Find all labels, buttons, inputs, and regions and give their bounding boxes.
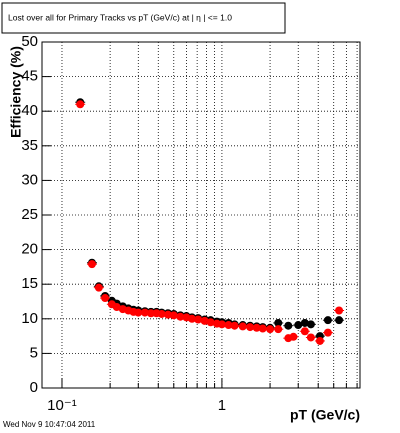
marker bbox=[315, 336, 324, 345]
y-tick-label: 15 bbox=[21, 275, 38, 292]
marker bbox=[230, 321, 239, 330]
y-tick-label: 40 bbox=[21, 102, 38, 119]
plot-frame bbox=[41, 41, 361, 389]
y-tick-label: 25 bbox=[21, 206, 38, 223]
marker bbox=[146, 309, 155, 318]
marker bbox=[306, 320, 315, 329]
marker bbox=[140, 308, 149, 317]
marker bbox=[306, 333, 315, 342]
y-tick-label: 0 bbox=[30, 379, 38, 396]
marker bbox=[258, 324, 267, 333]
x-axis-label: pT (GeV/c) bbox=[290, 407, 360, 423]
y-tick-label: 35 bbox=[21, 137, 38, 154]
marker bbox=[163, 310, 172, 319]
chart-title: Lost over all for Primary Tracks vs pT (… bbox=[8, 12, 232, 22]
marker bbox=[274, 325, 283, 334]
marker bbox=[200, 316, 209, 325]
marker bbox=[335, 306, 344, 315]
y-tick-label: 10 bbox=[21, 310, 38, 327]
marker bbox=[157, 309, 166, 318]
y-tick-label: 5 bbox=[30, 344, 38, 361]
marker bbox=[238, 322, 247, 331]
marker bbox=[266, 325, 275, 334]
marker bbox=[87, 260, 96, 269]
footer: Wed Nov 9 10:47:04 2011 bbox=[3, 420, 96, 429]
marker bbox=[206, 318, 215, 327]
marker bbox=[284, 321, 293, 330]
marker bbox=[252, 323, 261, 332]
y-tick-label: 30 bbox=[21, 171, 38, 188]
marker bbox=[323, 328, 332, 337]
marker bbox=[134, 308, 143, 317]
y-tick-label: 20 bbox=[21, 241, 38, 258]
marker bbox=[101, 294, 110, 303]
marker bbox=[323, 316, 332, 325]
marker bbox=[217, 320, 226, 329]
marker bbox=[300, 327, 309, 336]
y-axis-label: Efficiency (%) bbox=[8, 46, 24, 138]
marker bbox=[76, 100, 85, 109]
y-tick-label: 45 bbox=[21, 68, 38, 85]
title-box bbox=[1, 2, 286, 34]
marker bbox=[300, 318, 309, 327]
marker bbox=[224, 321, 233, 330]
marker bbox=[169, 311, 178, 320]
y-tick-label: 50 bbox=[21, 33, 38, 50]
marker bbox=[246, 323, 255, 332]
marker bbox=[194, 315, 203, 324]
marker bbox=[274, 318, 283, 327]
x-tick-label: 1 bbox=[218, 397, 226, 414]
marker bbox=[335, 316, 344, 325]
marker bbox=[176, 312, 185, 321]
x-tick-label: 10⁻¹ bbox=[47, 397, 77, 414]
marker bbox=[187, 314, 196, 323]
marker bbox=[289, 332, 298, 341]
marker bbox=[94, 283, 103, 292]
